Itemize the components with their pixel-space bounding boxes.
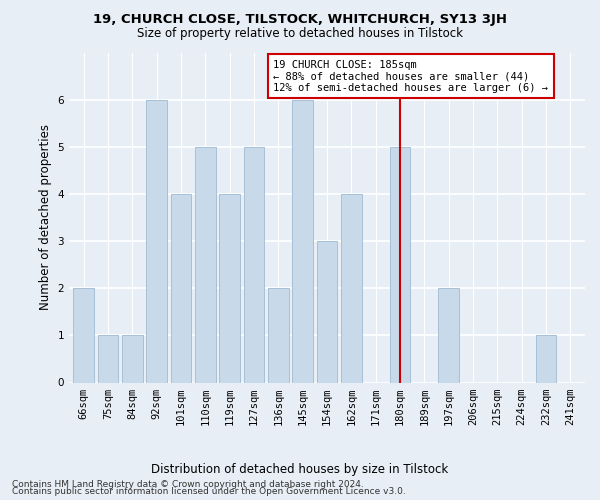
- Bar: [122, 336, 143, 382]
- Bar: [244, 147, 265, 382]
- Bar: [341, 194, 362, 382]
- Bar: [146, 100, 167, 383]
- Bar: [98, 336, 118, 382]
- Text: Size of property relative to detached houses in Tilstock: Size of property relative to detached ho…: [137, 28, 463, 40]
- Bar: [73, 288, 94, 382]
- Bar: [268, 288, 289, 382]
- Bar: [536, 336, 556, 382]
- Bar: [219, 194, 240, 382]
- Bar: [195, 147, 215, 382]
- Bar: [389, 147, 410, 382]
- Text: Contains HM Land Registry data © Crown copyright and database right 2024.: Contains HM Land Registry data © Crown c…: [12, 480, 364, 489]
- Y-axis label: Number of detached properties: Number of detached properties: [39, 124, 52, 310]
- Bar: [317, 241, 337, 382]
- Bar: [292, 100, 313, 383]
- Text: Contains public sector information licensed under the Open Government Licence v3: Contains public sector information licen…: [12, 488, 406, 496]
- Text: 19, CHURCH CLOSE, TILSTOCK, WHITCHURCH, SY13 3JH: 19, CHURCH CLOSE, TILSTOCK, WHITCHURCH, …: [93, 12, 507, 26]
- Bar: [170, 194, 191, 382]
- Text: Distribution of detached houses by size in Tilstock: Distribution of detached houses by size …: [151, 462, 449, 475]
- Bar: [439, 288, 459, 382]
- Text: 19 CHURCH CLOSE: 185sqm
← 88% of detached houses are smaller (44)
12% of semi-de: 19 CHURCH CLOSE: 185sqm ← 88% of detache…: [274, 60, 548, 93]
